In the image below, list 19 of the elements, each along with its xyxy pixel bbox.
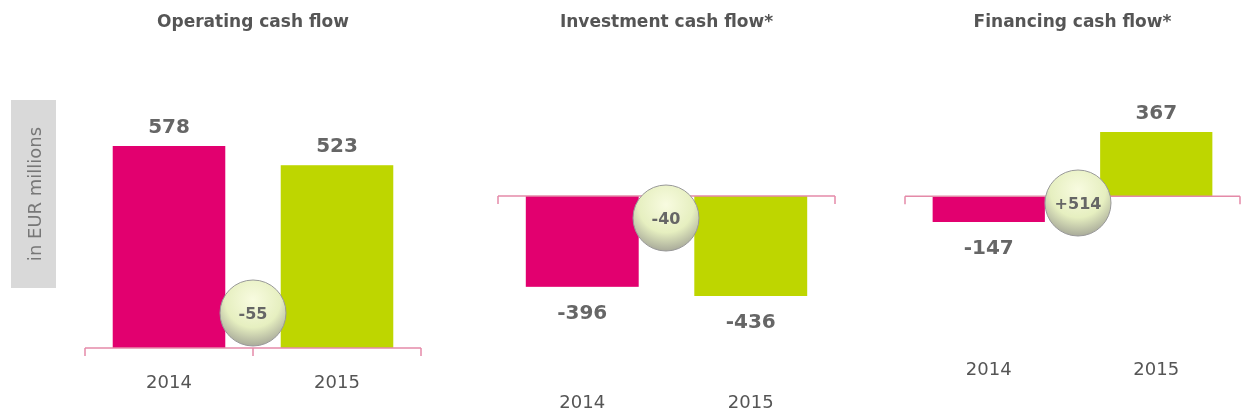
data-label: -147 [963,235,1014,259]
y-axis-title: in EUR millions [24,126,45,262]
x-tick-label: 2014 [559,391,606,412]
annotation: -40 [651,209,681,228]
annotation: -55 [238,304,268,323]
x-tick-label: 2015 [314,371,360,392]
chart-title: Financing cash flow* [973,11,1172,31]
x-tick-label: 2014 [965,358,1012,379]
x-tick-label: 2015 [727,391,774,412]
x-tick-label: 2015 [1133,358,1180,379]
data-label: 523 [316,133,358,158]
x-tick-label: 2014 [146,371,192,392]
annotation: +514 [1054,194,1102,213]
data-label: 578 [148,114,190,138]
data-label: -396 [557,299,608,324]
data-label: 367 [1135,100,1178,124]
data-label: -436 [725,309,776,333]
chart-title: Investment cash flow* [559,11,774,31]
chart-title: Operating cash flow [157,11,350,31]
